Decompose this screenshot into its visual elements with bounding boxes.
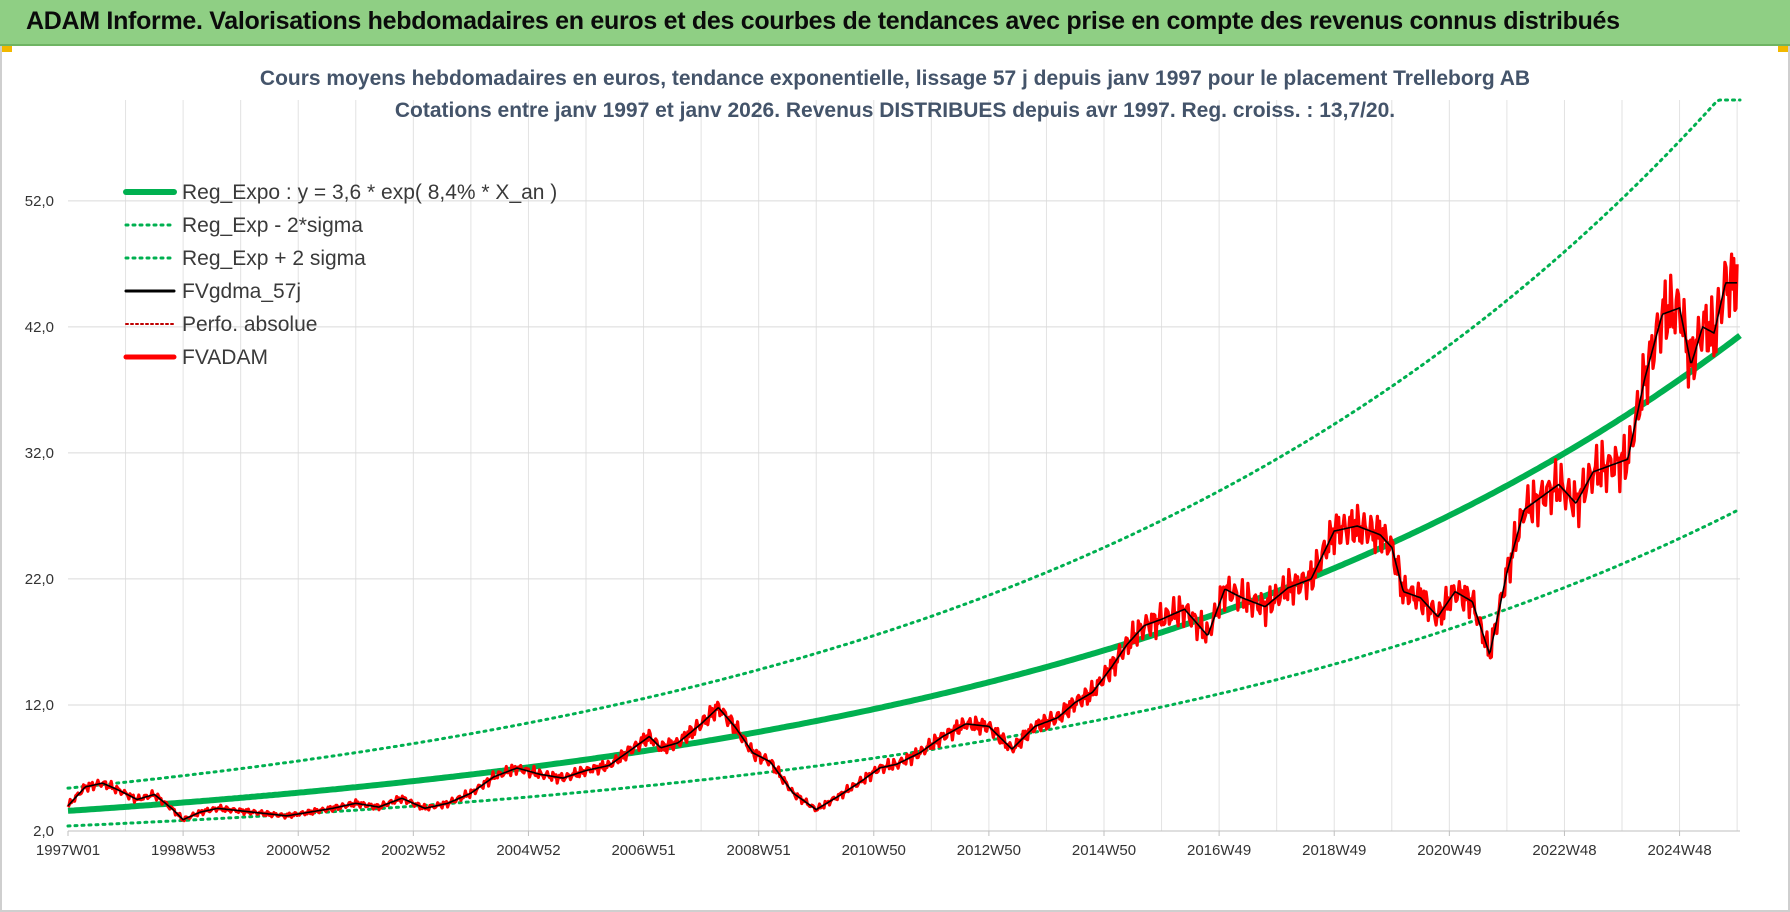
x-tick-label: 2020W49 bbox=[1417, 842, 1481, 859]
series-line-upper-band bbox=[66, 98, 1742, 790]
chart-frame: Cours moyens hebdomadaires en euros, ten… bbox=[0, 46, 1790, 912]
legend-label: Perfo. absolue bbox=[182, 313, 317, 336]
series-line-lower-band bbox=[66, 507, 1742, 828]
chart-subtitle: Cotations entre janv 1997 et janv 2026. … bbox=[395, 99, 1395, 122]
y-tick-label: 22,0 bbox=[25, 571, 54, 588]
chart-legend: Reg_Expo : y = 3,6 * exp( 8,4% * X_an ) R… bbox=[123, 181, 557, 369]
y-tick-label: 52,0 bbox=[25, 193, 54, 210]
chart-axes: 2,0 12,0 22,0 32,0 42,0 52,0 1997W01 1998W53 200… bbox=[25, 193, 1740, 859]
x-tick-label: 1998W53 bbox=[151, 842, 215, 859]
y-tick-label: 12,0 bbox=[25, 697, 54, 714]
x-tick-label: 2012W50 bbox=[957, 842, 1021, 859]
trend-chart: Cours moyens hebdomadaires en euros, ten… bbox=[25, 67, 1742, 859]
x-tick-label: 2018W49 bbox=[1302, 842, 1366, 859]
x-tick-label: 2010W50 bbox=[842, 842, 906, 859]
x-tick-label: 2024W48 bbox=[1647, 842, 1711, 859]
legend-label: Reg_Expo : y = 3,6 * exp( 8,4% * X_an ) bbox=[182, 181, 557, 204]
series-line-reg-expo bbox=[67, 333, 1742, 814]
corner-marker-right bbox=[1778, 46, 1788, 52]
legend-label: FVgdma_57j bbox=[182, 280, 301, 303]
x-tick-label: 2000W52 bbox=[266, 842, 330, 859]
series-line-fvadam bbox=[66, 252, 1739, 823]
chart-title: Cours moyens hebdomadaires en euros, ten… bbox=[260, 67, 1530, 90]
series-line-fvgdma bbox=[67, 282, 1738, 821]
x-tick-label: 2006W51 bbox=[611, 842, 675, 859]
y-tick-label: 42,0 bbox=[25, 319, 54, 336]
x-tick-label: 2004W52 bbox=[496, 842, 560, 859]
chart-grid bbox=[68, 100, 1740, 832]
report-banner: ADAM Informe. Valorisations hebdomadaire… bbox=[0, 0, 1790, 46]
x-tick-label: 2002W52 bbox=[381, 842, 445, 859]
x-tick-label: 2022W48 bbox=[1532, 842, 1596, 859]
corner-marker-left bbox=[2, 46, 12, 52]
x-tick-label: 2008W51 bbox=[727, 842, 791, 859]
y-tick-label: 2,0 bbox=[33, 823, 54, 840]
legend-label: FVADAM bbox=[182, 346, 268, 369]
x-tick-label: 1997W01 bbox=[36, 842, 100, 859]
legend-label: Reg_Exp - 2*sigma bbox=[182, 214, 363, 237]
x-tick-label: 2014W50 bbox=[1072, 842, 1136, 859]
chart-series bbox=[66, 98, 1742, 828]
legend-label: Reg_Exp + 2 sigma bbox=[182, 247, 366, 270]
y-tick-label: 32,0 bbox=[25, 445, 54, 462]
report-banner-title: ADAM Informe. Valorisations hebdomadaire… bbox=[26, 7, 1620, 35]
x-tick-label: 2016W49 bbox=[1187, 842, 1251, 859]
